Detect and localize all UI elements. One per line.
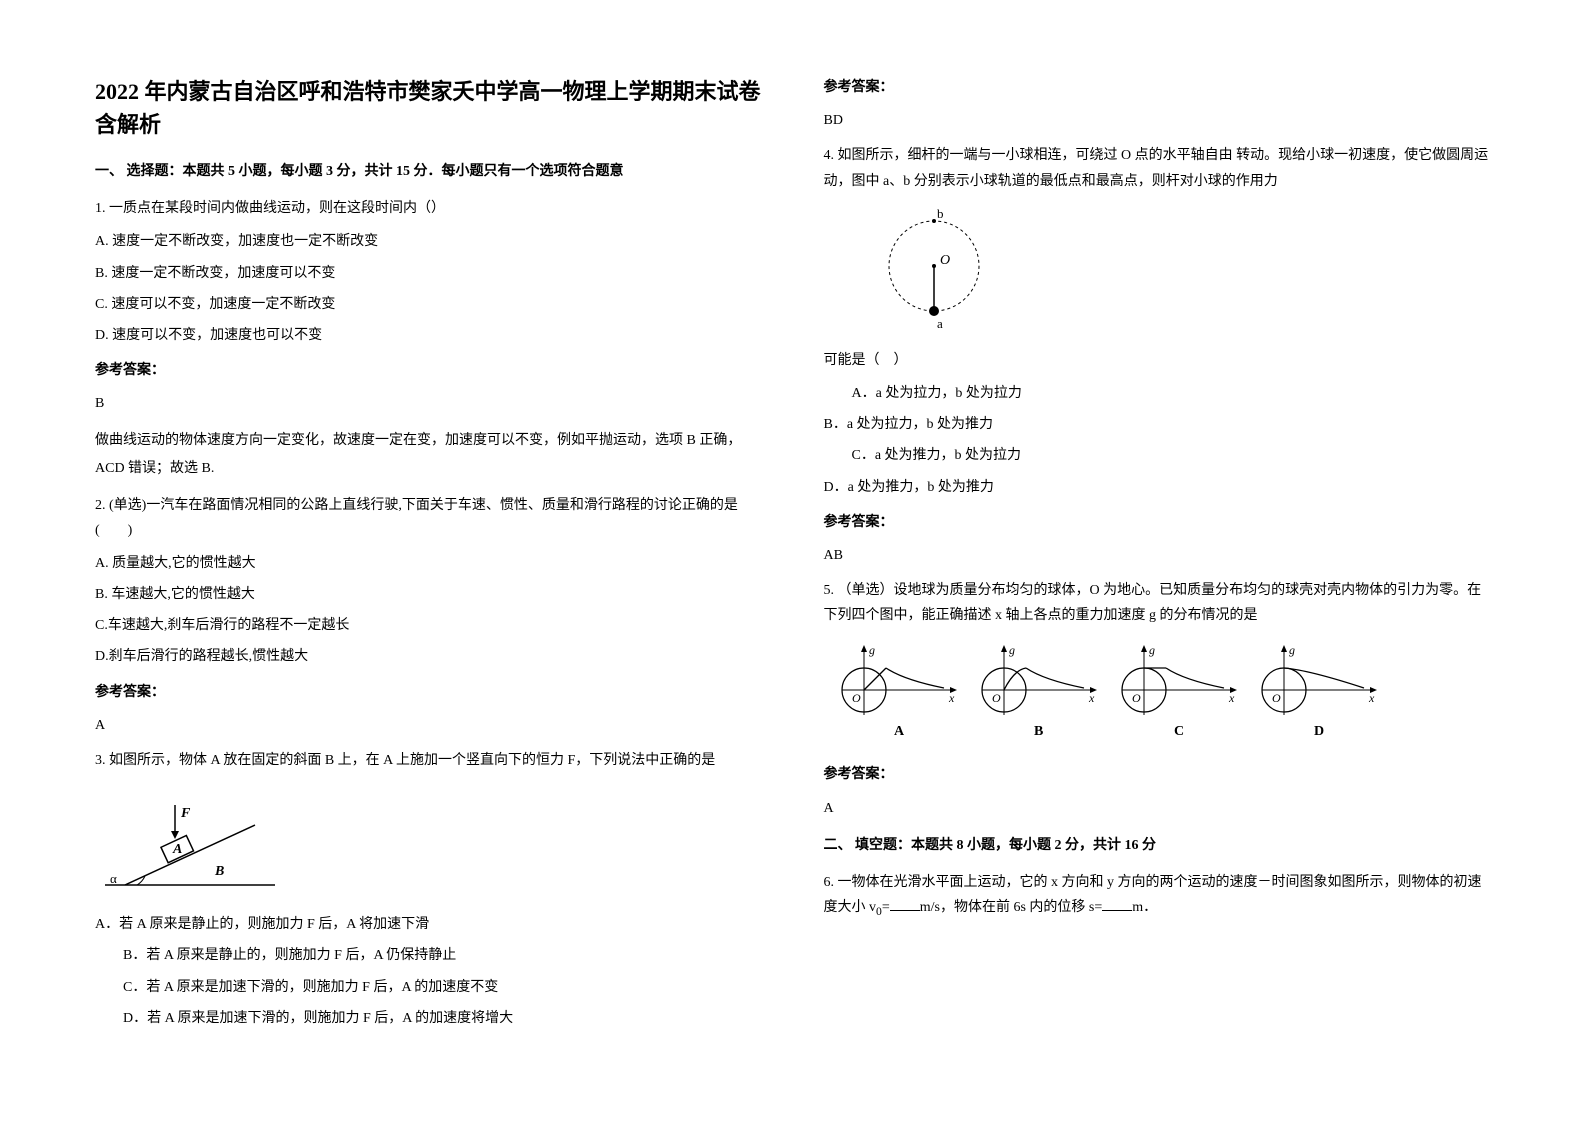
- svg-text:g: g: [1289, 643, 1295, 657]
- svg-text:g: g: [1149, 643, 1155, 657]
- svg-text:g: g: [1009, 643, 1015, 657]
- q3-answer: BD: [824, 108, 1493, 133]
- q2-option-c: C.车速越大,刹车后滑行的路程不一定越长: [95, 613, 764, 638]
- q1-option-b: B. 速度一定不断改变，加速度可以不变: [95, 261, 764, 286]
- q1-answer: B: [95, 391, 764, 416]
- svg-text:B: B: [1034, 724, 1043, 739]
- q1-explanation: 做曲线运动的物体速度方向一定变化，故速度一定在变，加速度可以不变，例如平抛运动，…: [95, 427, 764, 483]
- q4-option-c: C．a 处为推力，b 处为拉力: [852, 443, 1493, 468]
- q2-answer: A: [95, 713, 764, 738]
- q3-fig-a-label: A: [172, 842, 182, 857]
- q2-option-a: A. 质量越大,它的惯性越大: [95, 551, 764, 576]
- svg-text:x: x: [1088, 691, 1095, 705]
- q4-stem-tail: 可能是（ ）: [824, 348, 1493, 373]
- q4-answer: AB: [824, 543, 1493, 568]
- q1-option-c: C. 速度可以不变，加速度一定不断改变: [95, 292, 764, 317]
- q3-fig-alpha: α: [110, 871, 117, 886]
- q6-stem: 6. 一物体在光滑水平面上运动，它的 x 方向和 y 方向的两个运动的速度－时间…: [824, 870, 1493, 922]
- q2-option-b: B. 车速越大,它的惯性越大: [95, 582, 764, 607]
- svg-text:O: O: [992, 691, 1001, 705]
- svg-text:O: O: [1132, 691, 1141, 705]
- q1-option-d: D. 速度可以不变，加速度也可以不变: [95, 323, 764, 348]
- q2-answer-label: 参考答案：: [95, 680, 764, 705]
- svg-text:x: x: [948, 691, 955, 705]
- svg-text:x: x: [1228, 691, 1235, 705]
- q4-fig-b: b: [937, 206, 944, 221]
- svg-text:O: O: [852, 691, 861, 705]
- svg-text:O: O: [1272, 691, 1281, 705]
- exam-title: 2022 年内蒙古自治区呼和浩特市樊家夭中学高一物理上学期期末试卷含解析: [95, 75, 764, 141]
- q3-option-a: A．若 A 原来是静止的，则施加力 F 后，A 将加速下滑: [95, 912, 764, 937]
- q3-option-c: C．若 A 原来是加速下滑的，则施加力 F 后，A 的加速度不变: [123, 975, 764, 1000]
- section2-header: 二、 填空题：本题共 8 小题，每小题 2 分，共计 16 分: [824, 833, 1493, 858]
- q5-answer: A: [824, 796, 1493, 821]
- q6-blank-2: [1102, 910, 1132, 911]
- q2-option-d: D.刹车后滑行的路程越长,惯性越大: [95, 644, 764, 669]
- q2-stem: 2. (单选)一汽车在路面情况相同的公路上直线行驶,下面关于车速、惯性、质量和滑…: [95, 493, 764, 543]
- svg-text:A: A: [894, 724, 905, 739]
- q5-answer-label: 参考答案：: [824, 762, 1493, 787]
- q6-blank-1: [890, 910, 920, 911]
- q4-stem: 4. 如图所示，细杆的一端与一小球相连，可绕过 O 点的水平轴自由 转动。现给小…: [824, 143, 1493, 193]
- q3-figure: α A B F: [95, 785, 764, 900]
- q1-stem: 1. 一质点在某段时间内做曲线运动，则在这段时间内（）: [95, 196, 764, 221]
- q3-fig-b-label: B: [214, 864, 224, 879]
- q6-unit-1: m/s，物体在前 6s 内的位移 s=: [920, 900, 1103, 915]
- q4-option-b: B．a 处为拉力，b 处为推力: [824, 412, 1493, 437]
- q3-answer-label: 参考答案：: [824, 75, 1493, 100]
- q4-figure: O b a: [824, 206, 1493, 336]
- q4-option-d: D．a 处为推力，b 处为推力: [824, 475, 1493, 500]
- svg-text:D: D: [1314, 724, 1324, 739]
- q3-option-d: D．若 A 原来是加速下滑的，则施加力 F 后，A 的加速度将增大: [123, 1006, 764, 1031]
- q4-answer-label: 参考答案：: [824, 510, 1493, 535]
- q5-figure: g x O A g x O B: [824, 640, 1493, 750]
- q5-stem: 5. （单选）设地球为质量分布均匀的球体，O 为地心。已知质量分布均匀的球壳对壳…: [824, 578, 1493, 628]
- q3-stem: 3. 如图所示，物体 A 放在固定的斜面 B 上，在 A 上施加一个竖直向下的恒…: [95, 748, 764, 773]
- section1-header: 一、 选择题：本题共 5 小题，每小题 3 分，共计 15 分．每小题只有一个选…: [95, 159, 764, 184]
- q4-fig-a: a: [937, 316, 943, 331]
- q3-option-b: B．若 A 原来是静止的，则施加力 F 后，A 仍保持静止: [123, 943, 764, 968]
- q3-fig-f-label: F: [180, 806, 191, 821]
- q4-option-a: A．a 处为拉力，b 处为拉力: [852, 381, 1493, 406]
- q6-text-2: =: [882, 900, 890, 915]
- svg-text:x: x: [1368, 691, 1375, 705]
- q1-answer-label: 参考答案：: [95, 358, 764, 383]
- q1-option-a: A. 速度一定不断改变，加速度也一定不断改变: [95, 229, 764, 254]
- svg-text:g: g: [869, 643, 875, 657]
- svg-text:C: C: [1174, 724, 1184, 739]
- q4-fig-o: O: [940, 253, 950, 268]
- q6-unit-2: m．: [1132, 900, 1157, 915]
